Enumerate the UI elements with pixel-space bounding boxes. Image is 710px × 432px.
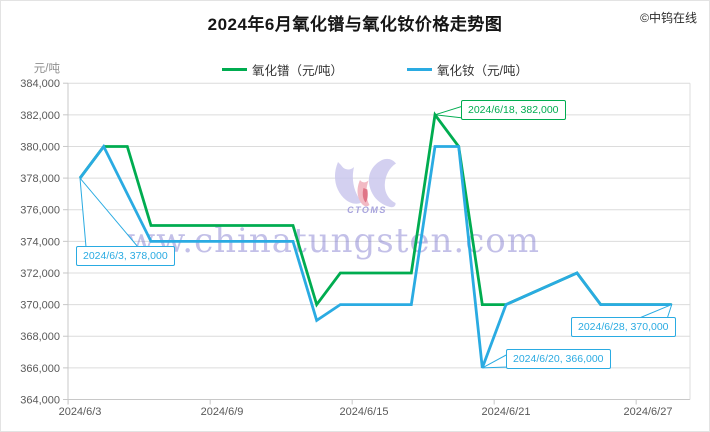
y-tick-label: 376,000 [20, 205, 60, 217]
chart-title: 2024年6月氧化镨与氧化钕价格走势图 [207, 15, 503, 34]
y-tick-label: 374,000 [20, 236, 60, 248]
callout-wedge [79, 176, 140, 248]
y-tick-label: 380,000 [20, 141, 60, 153]
blue-line-swatch [407, 68, 432, 71]
legend-item-pr-oxide: 氧化镨（元/吨） [222, 60, 343, 79]
callout-2024-6-18: 2024/6/18, 382,000 [461, 100, 566, 120]
y-tick-label: 384,000 [20, 78, 60, 90]
legend-label-nd-oxide: 氧化钕（元/吨） [437, 64, 528, 78]
green-line-swatch [222, 68, 248, 71]
series-line-氧化镨 [78, 111, 672, 308]
y-axis-unit-label: 元/吨 [34, 62, 61, 75]
x-tick-label: 2024/6/9 [201, 406, 244, 418]
callout-2024-6-20: 2024/6/20, 366,000 [506, 349, 611, 369]
x-tick-label: 2024/6/3 [59, 406, 102, 418]
series-line-氧化钕 [78, 143, 672, 369]
x-tick-label: 2024/6/27 [624, 406, 673, 418]
x-tick-label: 2024/6/15 [340, 406, 389, 418]
y-tick-label: 382,000 [20, 110, 60, 122]
callout-wedge [434, 105, 464, 119]
copyright-label: ©中钨在线 [640, 11, 697, 25]
legend-item-nd-oxide: 氧化钕（元/吨） [407, 60, 528, 79]
y-tick-label: 372,000 [20, 268, 60, 280]
legend: 氧化镨（元/吨） 氧化钕（元/吨） [40, 60, 710, 79]
y-tick-label: 368,000 [20, 331, 60, 343]
legend-label-pr-oxide: 氧化镨（元/吨） [252, 64, 343, 78]
y-tick-label: 366,000 [20, 363, 60, 375]
y-tick-label: 364,000 [20, 395, 60, 407]
y-tick-label: 370,000 [20, 300, 60, 312]
callout-2024-6-3: 2024/6/3, 378,000 [76, 246, 175, 266]
callout-2024-6-28: 2024/6/28, 370,000 [571, 317, 676, 337]
x-tick-label: 2024/6/21 [482, 406, 531, 418]
y-tick-label: 378,000 [20, 173, 60, 185]
